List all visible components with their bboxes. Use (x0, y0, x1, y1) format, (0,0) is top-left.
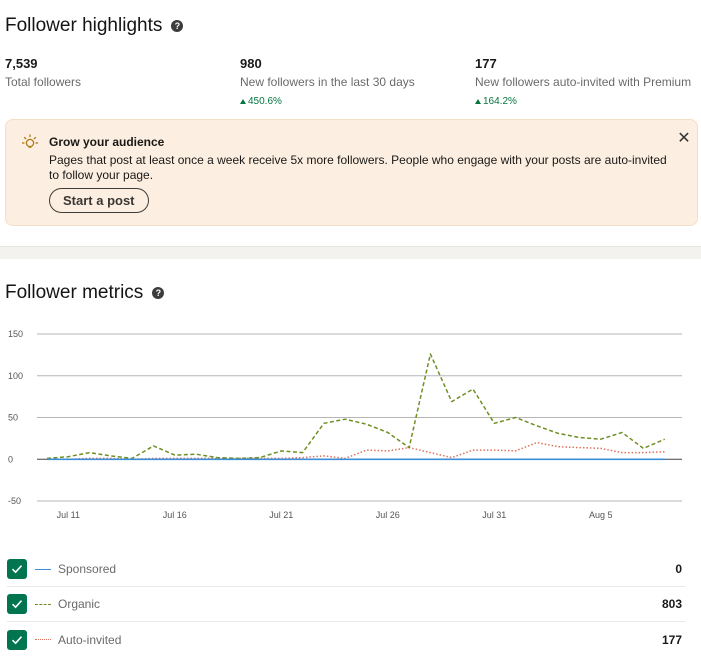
organic-line-swatch (35, 603, 51, 605)
stat-change: 164.2% (475, 96, 691, 107)
x-tick-label: Jul 11 (57, 510, 80, 520)
stat-total-followers: 7,539 Total followers (5, 56, 81, 89)
sponsored-line-swatch (35, 568, 51, 570)
sponsored-checkbox[interactable] (7, 559, 27, 579)
x-tick-label: Jul 31 (482, 510, 506, 520)
stat-value: 980 (240, 56, 262, 71)
help-icon[interactable]: ? (171, 20, 184, 32)
x-tick-label: Jul 26 (376, 510, 400, 520)
legend-label: Sponsored (58, 562, 117, 576)
checkmark-icon (11, 565, 23, 574)
x-tick-label: Jul 16 (163, 510, 187, 520)
y-tick-label: 150 (8, 329, 23, 339)
banner-text: Pages that post at least once a week rec… (49, 153, 667, 182)
close-icon[interactable]: ✕ (677, 130, 691, 147)
help-icon[interactable]: ? (152, 287, 165, 299)
auto-invited-checkbox[interactable] (7, 629, 27, 650)
legend-label: Auto-invited (58, 632, 122, 647)
legend-row-sponsored: Sponsored 0 (7, 552, 685, 587)
legend-row-auto-invited: Auto-invited 177 (7, 622, 685, 657)
start-post-button[interactable]: Start a post (49, 188, 149, 213)
stat-label: Total followers (5, 75, 82, 89)
checkmark-icon (11, 600, 23, 609)
legend-row-organic: Organic 803 (7, 587, 685, 622)
organic-checkbox[interactable] (7, 594, 27, 614)
legend-label: Organic (58, 597, 101, 611)
stat-auto-invited: 177 New followers auto-invited with Prem… (475, 56, 691, 107)
checkmark-icon (11, 635, 23, 644)
y-tick-label: -50 (8, 496, 21, 506)
auto-invited-series-line (47, 441, 665, 461)
grow-audience-banner: Grow your audience Pages that post at le… (5, 119, 698, 226)
follower-metrics-title: Follower metrics ? (5, 282, 165, 304)
legend-total: 177 (661, 632, 682, 647)
legend-total: 0 (675, 562, 682, 576)
up-triangle-icon (475, 99, 481, 104)
y-tick-label: 0 (8, 454, 13, 464)
follower-highlights-title: Follower highlights ? (5, 15, 184, 37)
legend-total: 803 (661, 597, 682, 611)
stat-new-followers: 980 New followers in the last 30 days 45… (240, 56, 415, 107)
stat-value: 7,539 (5, 56, 38, 71)
stat-change: 450.6% (240, 96, 415, 107)
y-tick-label: 50 (8, 413, 18, 423)
up-triangle-icon (240, 99, 246, 104)
organic-series-line (46, 353, 665, 460)
lightbulb-icon (22, 134, 38, 148)
y-tick-label: 100 (8, 371, 23, 381)
banner-title: Grow your audience (49, 135, 165, 149)
x-tick-label: Aug 5 (589, 510, 613, 520)
follower-metrics-chart: 150 100 50 0 -50 Jul 11 Jul 16 Jul 21 Jul 26 Jul… (8, 329, 682, 520)
stat-label: New followers auto-invited with Premium (475, 75, 692, 89)
section-divider (0, 246, 701, 259)
x-tick-label: Jul 21 (269, 510, 293, 520)
auto-invited-line-swatch (35, 639, 51, 640)
stat-value: 177 (475, 56, 497, 71)
stat-label: New followers in the last 30 days (240, 75, 415, 89)
